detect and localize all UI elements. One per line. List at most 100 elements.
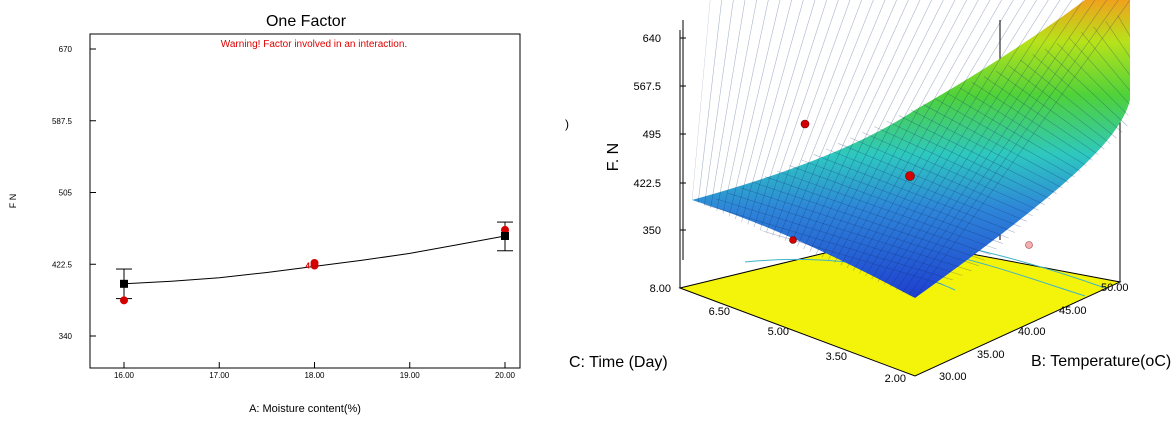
predicted-point [501,231,509,240]
design-point [789,236,797,244]
mesh-line [828,0,967,261]
observed-point [120,296,128,305]
x-tick-label: 17.00 [209,371,230,380]
mesh-line [784,0,886,241]
y-tick-label: 670 [59,45,73,54]
x-tick-label: 19.00 [400,371,421,380]
time-tick-label: 5.00 [768,326,789,338]
mesh-line [1129,9,1130,89]
mesh-line [801,159,1009,239]
predicted-point [120,279,128,288]
mesh-line [803,0,921,250]
mesh-line [740,187,979,267]
mesh-line [766,0,851,233]
z-tick-label: 567.5 [633,81,661,93]
mesh-line [1093,26,1130,105]
temperature-tick-label: 35.00 [977,349,1005,361]
points-group: 4 [116,221,513,305]
mesh-line [908,0,1119,296]
y-tick-label: 422.5 [52,260,73,269]
surface [692,0,1130,298]
mesh-line [871,0,1049,280]
mesh-line [735,0,792,220]
mesh-line [889,0,1084,288]
observed-point [310,258,319,267]
mesh-line [790,0,897,244]
mesh-line [825,148,1021,228]
mesh-line [959,87,1087,167]
temperature-axis-label: B: Temperature(oC) [1031,353,1171,370]
mesh-line [764,176,991,255]
mesh-line [1068,37,1130,116]
chart-title: One Factor [266,13,347,30]
mesh-line [728,193,974,272]
mesh-line [914,0,1130,298]
mesh-line [1056,43,1130,122]
mesh-line [813,154,1015,233]
mesh-line [1081,32,1130,111]
mesh-line [747,0,816,225]
time-tick-label: 2.00 [885,373,906,385]
response-surface-chart: ) 350 422.5 495 567.5 640 2.00 3.50 5.00 6.50 8.0… [565,0,1171,385]
mesh-line [716,0,757,211]
design-point [800,119,810,129]
surface-points [789,119,1033,249]
z-tick-label: 640 [643,33,661,45]
mesh-line [1105,20,1130,100]
mesh-line [858,0,1026,274]
y-tick-label: 340 [59,332,73,341]
time-tick-label: 6.50 [709,306,730,318]
mesh-line [692,0,711,201]
mesh-line [1044,48,1129,128]
observed-point [501,225,509,234]
temperature-tick-label: 50.00 [1101,282,1129,294]
y-tick-label: 587.5 [52,117,73,126]
stray-mark: ) [565,117,569,131]
mesh-line [759,0,839,231]
y-axis-label: F N [8,194,18,209]
mesh-line [741,0,804,222]
z-tick-label: 350 [643,225,661,237]
chart-warning: Warning! Factor involved in an interacti… [221,39,407,50]
mesh-line [809,0,932,252]
mesh-line [710,0,746,209]
mesh-line [716,198,968,278]
mesh-line [704,0,734,206]
design-point [905,171,915,181]
mesh-line [789,165,1003,244]
mesh-line [846,0,1002,269]
mesh-line [983,76,1099,155]
x-tick-label: 20.00 [495,371,516,380]
mesh-line [1117,15,1130,94]
y-tick-label: 505 [59,189,73,198]
mesh-line [752,181,985,261]
mesh-line [778,0,874,239]
temperature-tick-label: 40.00 [1018,326,1046,338]
mesh-line [902,0,1107,293]
z-tick-label: 422.5 [633,178,661,190]
mesh-line [777,170,997,250]
x-tick-label: 18.00 [304,371,325,380]
mesh-line [753,0,827,228]
mesh-line [852,0,1014,271]
mesh-line [728,0,781,217]
z-axis-label: F. N [605,143,622,171]
mesh-line [898,115,1057,194]
mesh-line [821,0,956,258]
mesh-line [862,131,1039,211]
contour-floor [678,237,1122,377]
mesh-line [883,0,1072,285]
mesh-line [1032,54,1123,133]
mesh-line [834,0,979,263]
temperature-tick-label: 30.00 [939,371,967,383]
design-point [1025,241,1033,249]
mesh-line [697,0,722,203]
mesh-line [840,0,991,266]
mesh-line [837,143,1027,222]
mesh-line [797,0,909,247]
mesh-line [935,98,1075,178]
mesh-line [1008,65,1111,144]
surface-axes: 350 422.5 495 567.5 640 2.00 3.50 5.00 6.50 8.00 3… [633,33,1128,385]
mesh-line [910,109,1063,189]
mesh-line [772,0,862,236]
